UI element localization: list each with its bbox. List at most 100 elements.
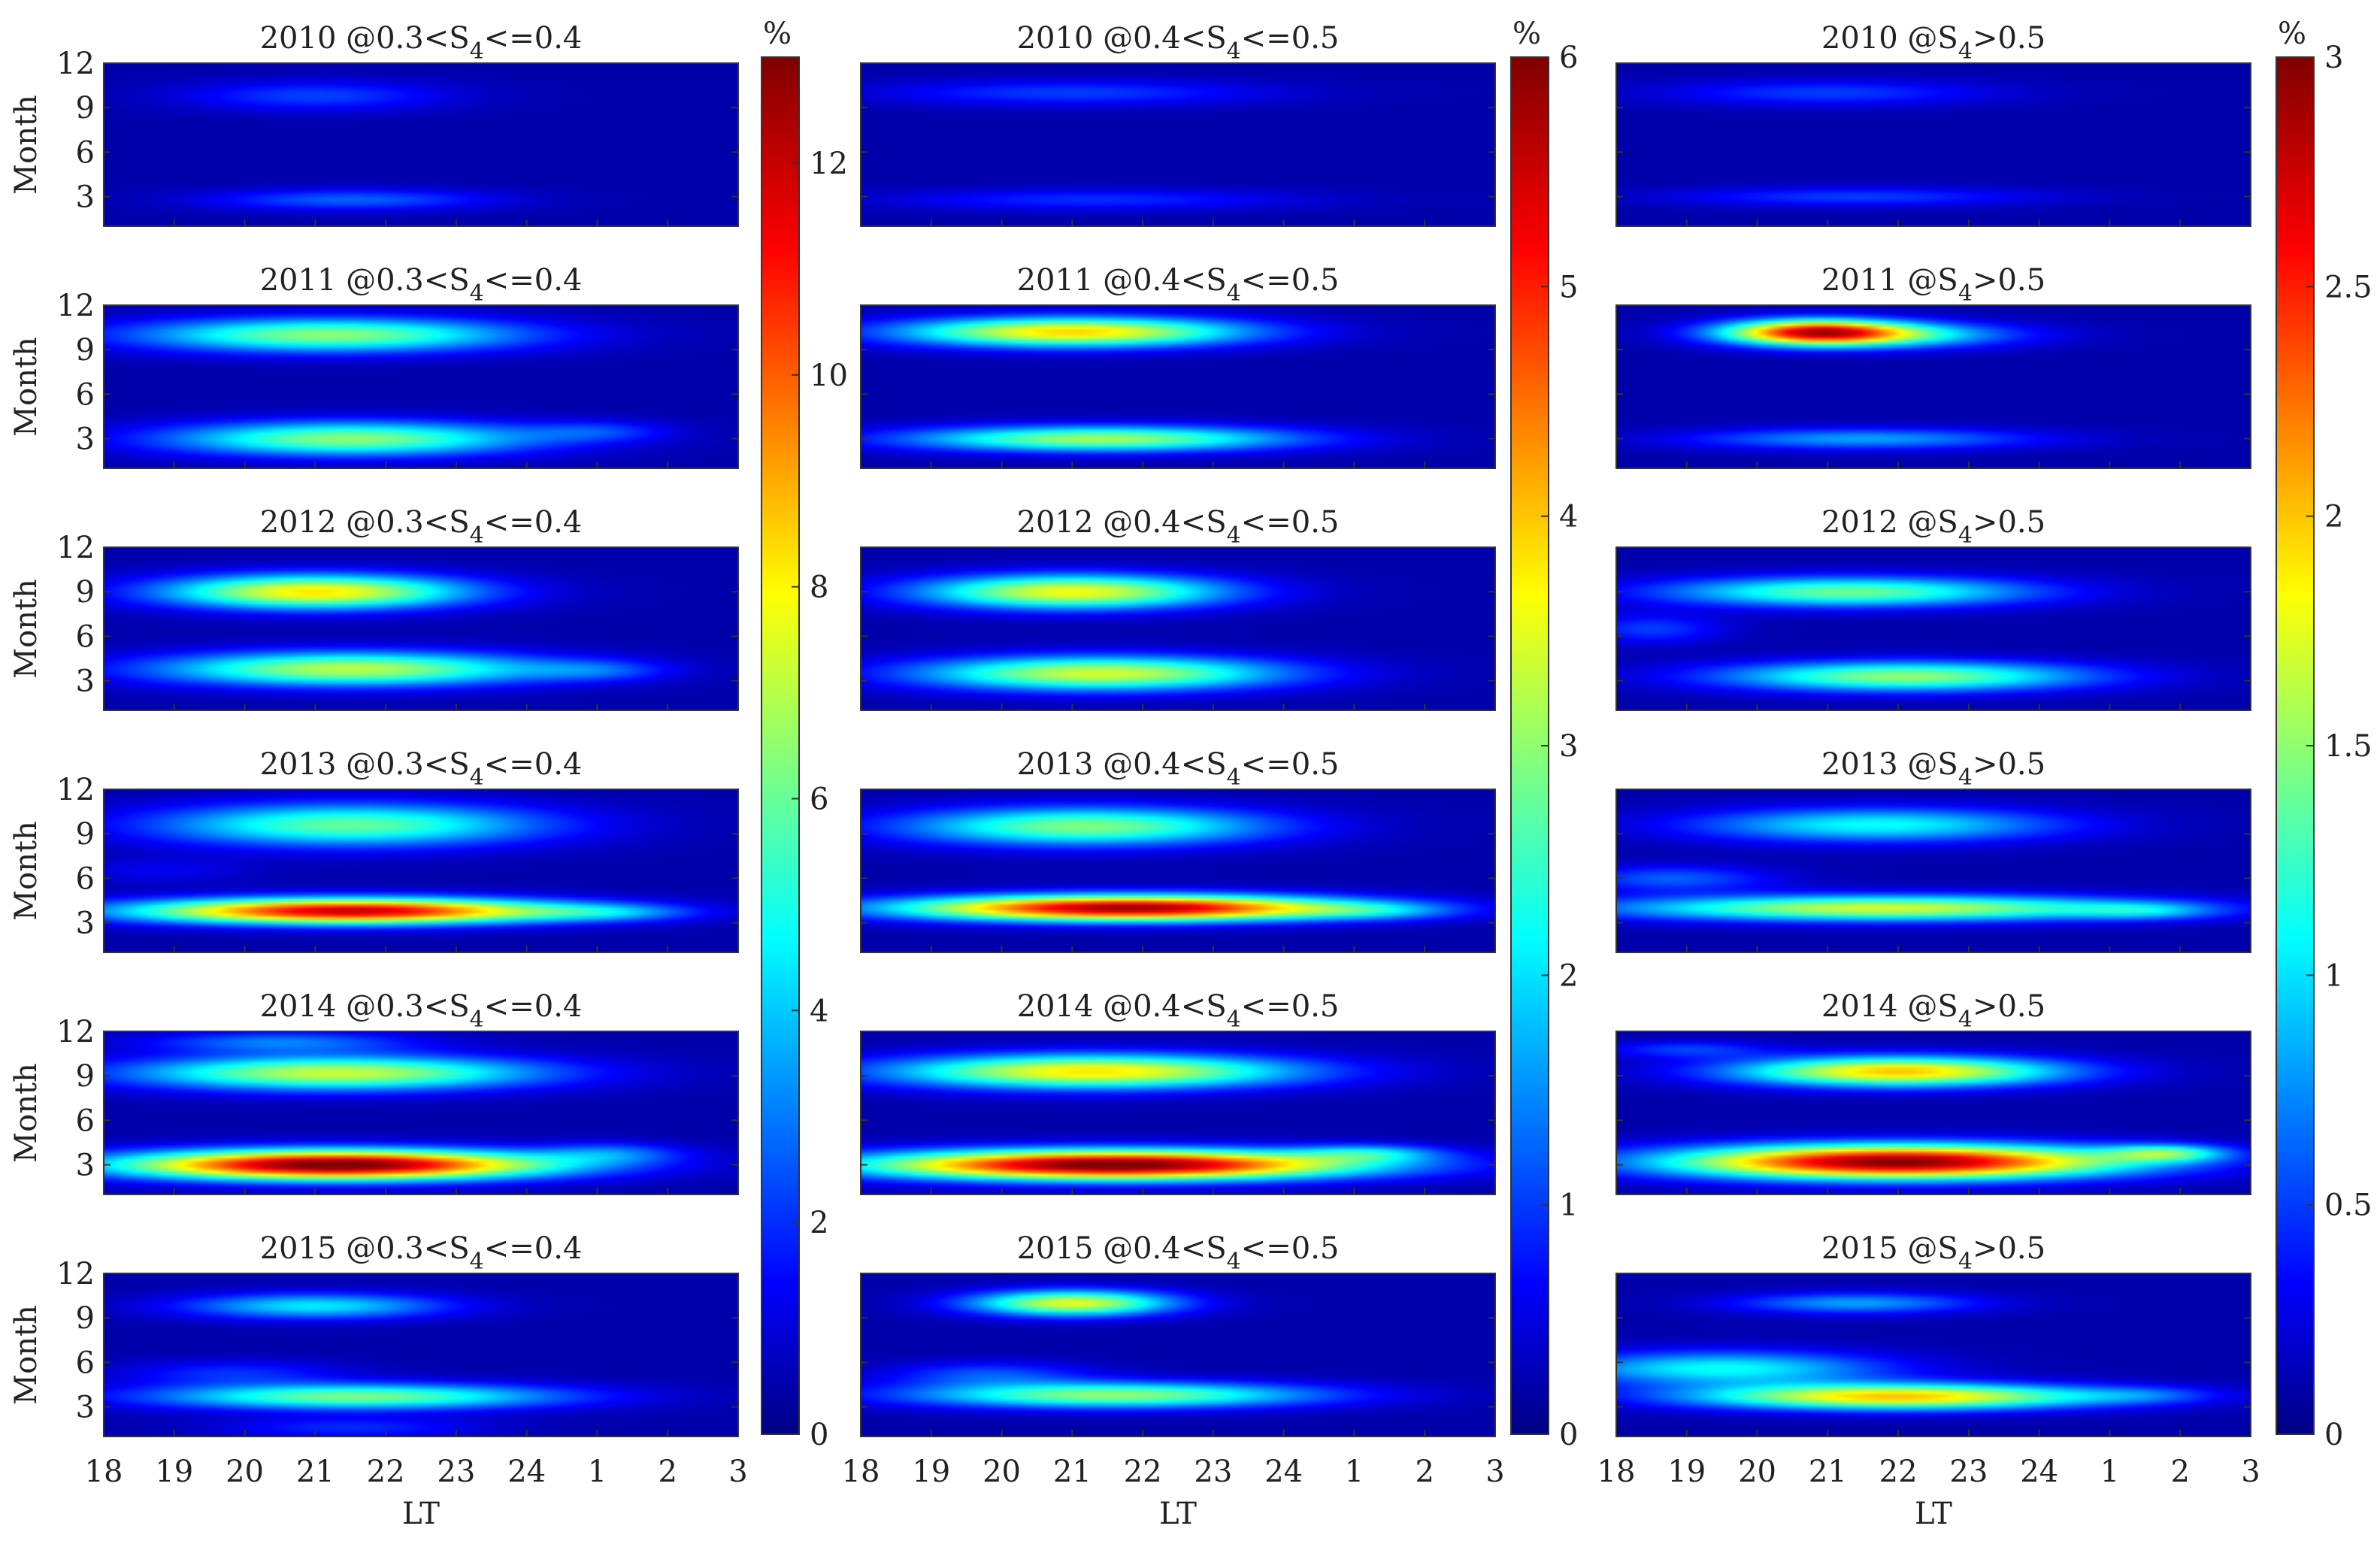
- panel-frame: [860, 304, 1496, 469]
- panel-title-subscript: 4: [470, 764, 484, 791]
- panel-frame: [103, 304, 739, 469]
- colorbar-tick-label: 0: [2324, 1418, 2343, 1452]
- heatmap-2014-1: [104, 1031, 738, 1194]
- panel-frame: [1615, 304, 2251, 469]
- y-tick-label: 3: [76, 665, 95, 699]
- panel-2010-3: 2010 @S4>0.5: [1615, 21, 2251, 227]
- panel-title: 2010 @S4>0.5: [1821, 21, 2045, 65]
- panel-2014-1: 2014 @0.3<S4<=0.4 3 6 9 12 Month: [9, 989, 739, 1195]
- panel-title-condition: <=0.4: [484, 263, 583, 298]
- y-axis-label: Month: [9, 579, 44, 679]
- panel-2011-2: 2011 @0.4<S4<=0.5: [860, 263, 1496, 469]
- panel-title-subscript: 4: [1227, 1007, 1241, 1033]
- y-tick-label: 9: [76, 333, 95, 368]
- heatmap-2011-3: [1616, 305, 2251, 468]
- colorbar-tick-label: 5: [1559, 270, 1578, 304]
- panel-2013-1: 2013 @0.3<S4<=0.4 3 6 9 12 Month: [9, 747, 739, 953]
- colorbar-3: % 0 0.5 1 1.5 2 2.5 3: [2276, 17, 2372, 1452]
- panel-frame: [103, 62, 739, 227]
- panel-title-main: 2013 @S: [1821, 747, 1958, 782]
- panel-2013-2: 2013 @0.4<S4<=0.5: [860, 747, 1496, 953]
- x-tick-label: 18: [842, 1455, 880, 1489]
- heatmap-2015-2: [861, 1273, 1495, 1437]
- y-axis-label: Month: [9, 821, 44, 921]
- colorbar-tick-label: 1.5: [2324, 729, 2372, 764]
- heatmap-2014-2: [861, 1031, 1495, 1194]
- y-tick-label: 6: [76, 619, 95, 654]
- panel-title-condition: <=0.4: [484, 21, 583, 56]
- panel-title-subscript: 4: [470, 38, 484, 65]
- y-tick-label: 3: [76, 1149, 95, 1183]
- panel-frame: [1615, 1273, 2251, 1437]
- panel-title-main: 2014 @0.4<S: [1017, 989, 1227, 1024]
- x-tick-label: 24: [507, 1455, 546, 1489]
- y-tick-label: 6: [76, 377, 95, 412]
- x-tick-label: 24: [2020, 1455, 2058, 1489]
- y-tick-label: 9: [76, 91, 95, 126]
- y-tick-label: 6: [76, 1346, 95, 1380]
- heatmap-2013-1: [104, 789, 738, 952]
- panel-title-condition: >0.5: [1973, 505, 2045, 540]
- x-tick-label: 23: [1949, 1455, 1988, 1489]
- heatmap-2014-3: [1616, 1031, 2251, 1194]
- x-axis-label: LT: [402, 1497, 440, 1531]
- colorbar-gradient: [761, 56, 800, 1435]
- panel-2011-3: 2011 @S4>0.5: [1615, 263, 2251, 469]
- panel-title: 2014 @0.4<S4<=0.5: [1017, 989, 1340, 1033]
- y-tick-label: 3: [76, 422, 95, 457]
- colorbar-tick-label: 10: [810, 359, 848, 393]
- panel-title-subscript: 4: [470, 280, 484, 307]
- panel-title-subscript: 4: [1227, 522, 1241, 549]
- panel-2012-2: 2012 @0.4<S4<=0.5: [860, 505, 1496, 711]
- heatmap-2015-1: [104, 1273, 738, 1437]
- panel-title-condition: <=0.5: [1241, 1231, 1340, 1266]
- panel-title-condition: <=0.5: [1241, 747, 1340, 782]
- panel-title: 2011 @0.4<S4<=0.5: [1017, 263, 1340, 307]
- heatmap-2010-1: [104, 63, 738, 226]
- y-tick-label: 9: [76, 575, 95, 610]
- x-tick-label: 22: [367, 1455, 405, 1489]
- y-tick-label: 12: [56, 47, 95, 81]
- x-tick-label: 20: [983, 1455, 1021, 1489]
- x-tick-label: 1: [1345, 1455, 1364, 1489]
- panel-title-condition: <=0.4: [484, 747, 583, 782]
- panel-title: 2014 @0.3<S4<=0.4: [260, 989, 583, 1033]
- panel-title-subscript: 4: [1958, 522, 1973, 549]
- x-tick-label: 22: [1879, 1455, 1918, 1489]
- y-tick-label: 12: [56, 1015, 95, 1049]
- panel-title-condition: >0.5: [1973, 747, 2045, 782]
- panel-title-main: 2010 @0.3<S: [260, 21, 470, 56]
- x-axis-label: LT: [1159, 1497, 1197, 1531]
- y-tick-label: 12: [56, 531, 95, 565]
- panel-frame: [1615, 1031, 2251, 1195]
- x-tick-label: 23: [437, 1455, 475, 1489]
- panel-title-subscript: 4: [1958, 1249, 1973, 1275]
- panel-title: 2012 @0.3<S4<=0.4: [260, 505, 583, 549]
- x-tick-label: 19: [1667, 1455, 1706, 1489]
- x-tick-label: 1: [588, 1455, 607, 1489]
- panel-title-main: 2015 @0.4<S: [1017, 1231, 1227, 1266]
- y-tick-label: 12: [56, 289, 95, 323]
- colorbar-tick-label: 2: [1559, 958, 1578, 993]
- panel-title-condition: >0.5: [1973, 263, 2045, 298]
- x-tick-label: 3: [2241, 1455, 2260, 1489]
- panel-title-main: 2013 @0.3<S: [260, 747, 470, 782]
- colorbar-tick-label: 1: [1559, 1188, 1578, 1223]
- panel-title: 2013 @S4>0.5: [1821, 747, 2045, 791]
- y-tick-label: 12: [56, 773, 95, 807]
- panel-title-main: 2012 @S: [1821, 505, 1958, 540]
- panel-frame: [103, 1031, 739, 1195]
- y-tick-label: 9: [76, 1059, 95, 1094]
- y-axis-label: Month: [9, 1063, 44, 1163]
- panel-title-main: 2014 @0.3<S: [260, 989, 470, 1024]
- x-tick-label: 18: [1597, 1455, 1636, 1489]
- panel-title-condition: <=0.5: [1241, 505, 1340, 540]
- panel-title-subscript: 4: [1958, 280, 1973, 307]
- panel-title-condition: <=0.4: [484, 505, 583, 540]
- x-tick-label: 22: [1124, 1455, 1162, 1489]
- y-tick-label: 3: [76, 180, 95, 215]
- colorbar-tick-label: 1: [2324, 958, 2343, 993]
- panel-title-main: 2015 @0.3<S: [260, 1231, 470, 1266]
- heatmap-2010-2: [861, 63, 1495, 226]
- panel-title: 2015 @S4>0.5: [1821, 1231, 2045, 1275]
